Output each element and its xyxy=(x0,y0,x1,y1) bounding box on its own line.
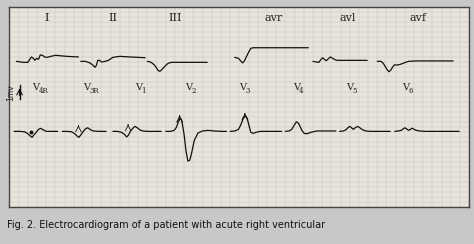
Text: V: V xyxy=(135,83,142,92)
Text: 4: 4 xyxy=(299,87,304,95)
Text: 3R: 3R xyxy=(89,87,99,95)
Text: V: V xyxy=(402,83,410,92)
Text: V: V xyxy=(32,83,39,92)
Text: 5: 5 xyxy=(353,87,357,95)
Text: V: V xyxy=(239,83,246,92)
Text: avf: avf xyxy=(409,13,426,23)
Text: avr: avr xyxy=(264,13,283,23)
Text: 6: 6 xyxy=(409,87,413,95)
Text: avl: avl xyxy=(339,13,356,23)
Text: 3: 3 xyxy=(246,87,250,95)
Text: 2: 2 xyxy=(191,87,196,95)
Text: V: V xyxy=(185,83,192,92)
Text: 1mv: 1mv xyxy=(6,84,15,101)
Text: I: I xyxy=(44,13,48,23)
Text: V: V xyxy=(293,83,300,92)
Text: Fig. 2. Electrocardiogram of a patient with acute right ventricular: Fig. 2. Electrocardiogram of a patient w… xyxy=(7,220,325,230)
Text: V: V xyxy=(83,83,90,92)
Text: 4R: 4R xyxy=(38,87,48,95)
Text: 1: 1 xyxy=(141,87,146,95)
Text: III: III xyxy=(168,13,182,23)
Text: II: II xyxy=(109,13,118,23)
Text: V: V xyxy=(346,83,354,92)
